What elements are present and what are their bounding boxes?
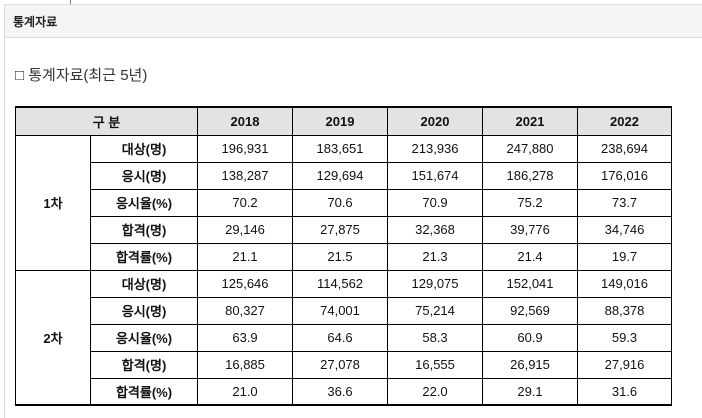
crop-artifact-divider [70, 0, 71, 6]
content-panel: 통계자료 □ 통계자료(최근 5년) 구 분 2018 2019 2020 20… [4, 4, 702, 418]
group-cell-round2: 2차 [15, 269, 91, 406]
value-cell: 19.7 [577, 242, 673, 271]
value-cell: 176,016 [577, 161, 673, 190]
value-cell: 70.9 [387, 188, 484, 217]
value-cell: 149,016 [577, 269, 673, 298]
column-header-year-2018: 2018 [197, 106, 294, 136]
value-cell: 74,001 [292, 296, 389, 325]
value-cell: 31.6 [577, 377, 673, 406]
column-header-year-2019: 2019 [292, 106, 389, 136]
table-row: 1차 대상(명) 196,931 183,651 213,936 247,880… [15, 134, 673, 271]
value-cell: 34,746 [577, 215, 673, 244]
table-row: 응시(명) 138,287 129,694 151,674 186,278 17… [16, 161, 673, 190]
value-cell: 60.9 [482, 323, 579, 352]
table-row: 합격률(%) 21.0 36.6 22.0 29.1 31.6 [16, 377, 673, 406]
value-cell: 64.6 [292, 323, 389, 352]
value-cell: 151,674 [387, 161, 484, 190]
value-cell: 213,936 [387, 134, 484, 163]
value-cell: 39,776 [482, 215, 579, 244]
value-cell: 73.7 [577, 188, 673, 217]
table-row: 응시율(%) 70.2 70.6 70.9 75.2 73.7 [16, 188, 673, 217]
value-cell: 29,146 [197, 215, 294, 244]
value-cell: 59.3 [577, 323, 673, 352]
page-title: □ 통계자료(최근 5년) [15, 67, 148, 84]
table-header-row: 구 분 2018 2019 2020 2021 2022 [14, 106, 673, 136]
column-header-year-2020: 2020 [387, 106, 484, 136]
value-cell: 21.0 [197, 377, 294, 406]
value-cell: 36.6 [292, 377, 389, 406]
value-cell: 114,562 [292, 269, 389, 298]
value-cell: 125,646 [197, 269, 294, 298]
value-cell: 238,694 [577, 134, 673, 163]
value-cell: 75,214 [387, 296, 484, 325]
value-cell: 129,075 [387, 269, 484, 298]
value-cell: 70.2 [197, 188, 294, 217]
statistics-table: 구 분 2018 2019 2020 2021 2022 1차 대상(명) 19… [14, 106, 673, 406]
value-cell: 247,880 [482, 134, 579, 163]
value-cell: 27,078 [292, 350, 389, 379]
value-cell: 26,915 [482, 350, 579, 379]
row-label: 합격률(%) [89, 242, 199, 271]
value-cell: 75.2 [482, 188, 579, 217]
value-cell: 92,569 [482, 296, 579, 325]
group-cell-round1: 1차 [15, 134, 91, 271]
column-header-gubun: 구 분 [14, 106, 199, 136]
value-cell: 22.0 [387, 377, 484, 406]
table-row: 합격(명) 16,885 27,078 16,555 26,915 27,916 [16, 350, 673, 379]
table-row: 합격률(%) 21.1 21.5 21.3 21.4 19.7 [16, 242, 673, 271]
value-cell: 21.5 [292, 242, 389, 271]
value-cell: 196,931 [197, 134, 294, 163]
value-cell: 129,694 [292, 161, 389, 190]
table-row: 응시(명) 80,327 74,001 75,214 92,569 88,378 [16, 296, 673, 325]
row-label: 응시율(%) [89, 323, 199, 352]
column-header-year-2021: 2021 [482, 106, 579, 136]
value-cell: 63.9 [197, 323, 294, 352]
value-cell: 186,278 [482, 161, 579, 190]
table-row: 합격(명) 29,146 27,875 32,368 39,776 34,746 [16, 215, 673, 244]
value-cell: 58.3 [387, 323, 484, 352]
row-label: 합격률(%) [89, 377, 199, 406]
value-cell: 183,651 [292, 134, 389, 163]
value-cell: 32,368 [387, 215, 484, 244]
value-cell: 27,916 [577, 350, 673, 379]
value-cell: 138,287 [197, 161, 294, 190]
section-header-title: 통계자료 [13, 14, 58, 29]
value-cell: 16,885 [197, 350, 294, 379]
value-cell: 16,555 [387, 350, 484, 379]
value-cell: 88,378 [577, 296, 673, 325]
value-cell: 80,327 [197, 296, 294, 325]
row-label: 응시(명) [89, 296, 199, 325]
value-cell: 21.3 [387, 242, 484, 271]
value-cell: 29.1 [482, 377, 579, 406]
row-label: 응시(명) [89, 161, 199, 190]
table-row: 응시율(%) 63.9 64.6 58.3 60.9 59.3 [16, 323, 673, 352]
row-label: 합격(명) [89, 215, 199, 244]
row-label: 응시율(%) [89, 188, 199, 217]
value-cell: 70.6 [292, 188, 389, 217]
value-cell: 27,875 [292, 215, 389, 244]
row-label: 합격(명) [89, 350, 199, 379]
row-label: 대상(명) [89, 134, 199, 163]
value-cell: 152,041 [482, 269, 579, 298]
table-row: 2차 대상(명) 125,646 114,562 129,075 152,041… [15, 269, 673, 406]
row-label: 대상(명) [89, 269, 199, 298]
value-cell: 21.4 [482, 242, 579, 271]
value-cell: 21.1 [197, 242, 294, 271]
section-header-bar: 통계자료 [5, 5, 702, 38]
column-header-year-2022: 2022 [577, 106, 673, 136]
